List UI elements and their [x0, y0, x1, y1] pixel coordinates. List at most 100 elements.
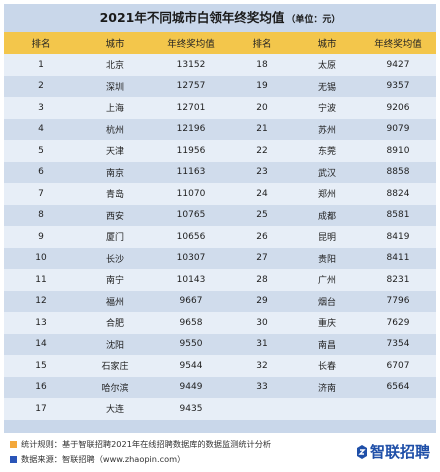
city-cell: 大连: [105, 405, 124, 416]
city-cell: 杭州: [105, 125, 124, 136]
bonus-cell: 9206: [386, 102, 410, 113]
rank-cell: 24: [256, 188, 268, 199]
city-cell: 重庆: [317, 319, 336, 330]
rank-cell: 3: [38, 102, 44, 113]
bonus-cell: 9435: [179, 403, 203, 414]
bonus-cell: 8824: [386, 188, 410, 199]
city-cell: 石家庄: [101, 362, 129, 373]
table-row: 16 哈尔滨 9449 33 济南 6564: [4, 376, 436, 398]
city-cell: 宁波: [317, 104, 336, 115]
unit-label: （单位：元）: [286, 15, 341, 25]
city-cell: 上海: [105, 104, 124, 115]
rank-cell: 1: [38, 59, 44, 70]
header-city: 城市: [105, 39, 125, 50]
logo-text: 智联招聘: [369, 443, 430, 461]
city-cell: 郑州: [317, 190, 336, 201]
rank-cell: 8: [38, 210, 44, 221]
table-row: 2 深圳 12757 19 无锡 9357: [4, 75, 436, 97]
blue-square-icon: [10, 455, 17, 463]
rank-cell: 25: [256, 210, 268, 221]
rank-cell: 10: [35, 253, 47, 264]
city-cell: 苏州: [317, 125, 336, 136]
chart-container: 2021年不同城市白领年终奖均值 （单位：元） 排名 城市 年终奖均值 排名 城市…: [4, 4, 436, 468]
rank-cell: 21: [256, 124, 268, 135]
bonus-cell: 8858: [386, 167, 410, 178]
city-cell: 南京: [105, 168, 124, 179]
table-row: 17 大连 9435: [4, 398, 436, 420]
rank-cell: 30: [256, 317, 268, 328]
table-row: 7 青岛 11070 24 郑州 8824: [4, 183, 436, 205]
table-row: 1 北京 13152 18 太原 9427: [4, 54, 436, 76]
city-cell: 烟台: [317, 297, 336, 308]
table-row: 15 石家庄 9544 32 长春 6707: [4, 355, 436, 377]
bonus-cell: 7354: [386, 339, 410, 350]
rank-cell: 7: [38, 188, 44, 199]
city-cell: 太原: [317, 61, 336, 72]
bonus-cell: 8411: [386, 253, 410, 264]
zhaopin-logo: 智联招聘: [356, 441, 430, 462]
city-cell: 广州: [317, 276, 336, 287]
bonus-cell: 11956: [176, 145, 206, 156]
rank-cell: 31: [256, 339, 268, 350]
city-cell: 天津: [105, 147, 124, 158]
rank-cell: 27: [256, 253, 268, 264]
bonus-cell: 6707: [386, 360, 410, 371]
table-row: 14 沈阳 9550 31 南昌 7354: [4, 333, 436, 355]
rank-cell: 2: [38, 81, 44, 92]
table-row: 4 杭州 12196 21 苏州 9079: [4, 118, 436, 140]
city-cell: 昆明: [317, 233, 336, 244]
header-rank: 排名: [252, 39, 272, 50]
rank-cell: 5: [38, 145, 44, 156]
city-cell: 西安: [105, 211, 124, 222]
city-cell: 长春: [317, 362, 336, 373]
orange-square-icon: [10, 440, 17, 448]
bonus-cell: 13152: [176, 59, 206, 70]
table-row: 8 西安 10765 25 成都 8581: [4, 204, 436, 226]
bonus-cell: 12196: [176, 124, 206, 135]
city-cell: 北京: [105, 61, 124, 72]
bonus-cell: 9550: [179, 339, 203, 350]
rank-cell: 28: [256, 274, 268, 285]
bonus-cell: 11070: [176, 188, 206, 199]
table-row: 9 厦门 10656 26 昆明 8419: [4, 226, 436, 248]
bonus-cell: 8419: [386, 231, 410, 242]
bonus-cell: 7796: [386, 296, 410, 307]
city-cell: 厦门: [105, 233, 124, 244]
rank-cell: [230, 398, 294, 420]
city-cell: [294, 398, 360, 420]
rank-cell: 22: [256, 145, 268, 156]
footer-note: 统计规则：基于智联招聘2021年在线招聘数据库的数据监测统计分析: [10, 438, 271, 450]
city-cell: 无锡: [317, 82, 336, 93]
footer: 统计规则：基于智联招聘2021年在线招聘数据库的数据监测统计分析 数据来源：智联…: [4, 433, 436, 468]
bonus-cell: 8231: [386, 274, 410, 285]
city-cell: 东莞: [317, 147, 336, 158]
rank-cell: 4: [38, 124, 44, 135]
header-city: 城市: [317, 39, 337, 50]
bonus-cell: 10656: [176, 231, 206, 242]
city-cell: 南宁: [105, 276, 124, 287]
rank-cell: 19: [256, 81, 268, 92]
rank-cell: 33: [256, 382, 268, 393]
header-rank: 排名: [31, 39, 51, 50]
bonus-cell: 9544: [179, 360, 203, 371]
table-row: 11 南宁 10143 28 广州 8231: [4, 269, 436, 291]
city-cell: 成都: [317, 211, 336, 222]
table-header: 排名 城市 年终奖均值 排名 城市 年终奖均值: [4, 32, 436, 54]
city-cell: 南昌: [317, 340, 336, 351]
city-cell: 哈尔滨: [101, 383, 129, 394]
bonus-cell: 8910: [386, 145, 410, 156]
title-bar: 2021年不同城市白领年终奖均值 （单位：元）: [4, 4, 436, 30]
rank-cell: 11: [35, 274, 47, 285]
rank-cell: 14: [35, 339, 47, 350]
rank-cell: 16: [35, 382, 47, 393]
bonus-cell: 12757: [176, 81, 206, 92]
rank-cell: 9: [38, 231, 44, 242]
city-cell: 合肥: [105, 319, 124, 330]
rank-cell: 13: [35, 317, 47, 328]
table-body: 1 北京 13152 18 太原 9427 2 深圳 12757 19 无锡 9357 3 上海 12701…: [4, 54, 436, 420]
rank-cell: 26: [256, 231, 268, 242]
header-bonus: 年终奖均值: [374, 39, 422, 50]
rank-cell: 12: [35, 296, 47, 307]
bonus-cell: 10143: [176, 274, 206, 285]
city-cell: 深圳: [105, 82, 124, 93]
